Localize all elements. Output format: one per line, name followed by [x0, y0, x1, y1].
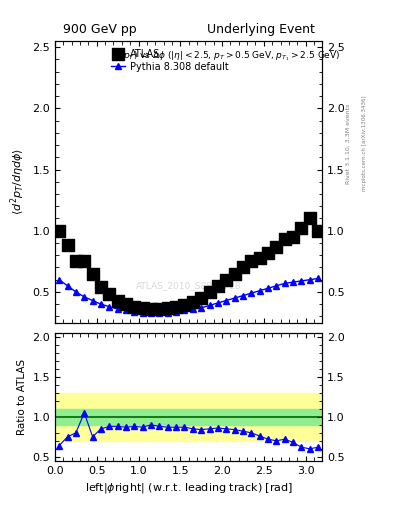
Pythia 8.308 default [132, 308, 137, 314]
Text: $\Sigma(p_T)$ vs $\Delta\phi$ ($|\eta| < 2.5$, $p_T > 0.5$ GeV, $p_{T_1} > 2.5$ : $\Sigma(p_T)$ vs $\Delta\phi$ ($|\eta| <… [114, 50, 340, 63]
Pythia 8.308 default [291, 279, 296, 285]
Pythia 8.308 default [140, 310, 145, 316]
ATLAS [198, 294, 204, 302]
ATLAS [248, 257, 254, 265]
ATLAS [240, 263, 246, 271]
Legend: ATLAS, Pythia 8.308 default: ATLAS, Pythia 8.308 default [108, 46, 232, 75]
Pythia 8.308 default [165, 310, 170, 316]
Pythia 8.308 default [157, 310, 162, 316]
Line: Pythia 8.308 default: Pythia 8.308 default [56, 275, 321, 316]
Y-axis label: $\langle d^2 p_T / d\eta d\phi \rangle$: $\langle d^2 p_T / d\eta d\phi \rangle$ [8, 148, 27, 216]
Bar [55, 409, 322, 425]
ATLAS [56, 227, 62, 235]
Pythia 8.308 default [73, 289, 78, 295]
Pythia 8.308 default [215, 300, 220, 306]
ATLAS [281, 235, 288, 243]
Pythia 8.308 default [299, 278, 304, 284]
Pythia 8.308 default [199, 305, 204, 311]
Text: 900 GeV pp: 900 GeV pp [63, 23, 136, 36]
ATLAS [73, 257, 79, 265]
Pythia 8.308 default [241, 292, 245, 298]
Bar [55, 393, 322, 441]
ATLAS [98, 283, 104, 291]
Pythia 8.308 default [307, 276, 312, 283]
Pythia 8.308 default [257, 288, 262, 294]
Pythia 8.308 default [182, 307, 187, 313]
Text: ATLAS_2010_S8894728: ATLAS_2010_S8894728 [136, 282, 241, 290]
ATLAS [257, 253, 263, 262]
Pythia 8.308 default [124, 307, 129, 313]
ATLAS [273, 243, 279, 251]
Text: mcplots.cern.ch [arXiv:1306.3436]: mcplots.cern.ch [arXiv:1306.3436] [362, 96, 367, 191]
Pythia 8.308 default [266, 285, 270, 291]
ATLAS [165, 304, 171, 312]
Pythia 8.308 default [316, 275, 320, 282]
ATLAS [140, 304, 146, 312]
ATLAS [265, 249, 271, 257]
Pythia 8.308 default [115, 306, 120, 312]
Pythia 8.308 default [207, 303, 212, 309]
ATLAS [173, 303, 179, 311]
Pythia 8.308 default [249, 290, 253, 296]
Pythia 8.308 default [274, 283, 279, 289]
Pythia 8.308 default [107, 304, 112, 310]
Pythia 8.308 default [82, 294, 86, 300]
ATLAS [156, 305, 163, 313]
Pythia 8.308 default [174, 308, 178, 314]
Text: Underlying Event: Underlying Event [207, 23, 314, 36]
ATLAS [215, 282, 221, 290]
X-axis label: left|$\phi$right| (w.r.t. leading track) [rad]: left|$\phi$right| (w.r.t. leading track)… [84, 481, 293, 495]
ATLAS [206, 288, 213, 296]
Pythia 8.308 default [232, 295, 237, 301]
Pythia 8.308 default [90, 297, 95, 304]
Pythia 8.308 default [65, 283, 70, 289]
ATLAS [181, 302, 187, 310]
Pythia 8.308 default [224, 297, 229, 304]
ATLAS [148, 305, 154, 313]
ATLAS [298, 224, 305, 232]
ATLAS [315, 227, 321, 235]
ATLAS [64, 241, 71, 249]
ATLAS [90, 269, 96, 278]
ATLAS [307, 215, 313, 223]
ATLAS [123, 300, 129, 308]
Y-axis label: Ratio to ATLAS: Ratio to ATLAS [17, 359, 27, 435]
Pythia 8.308 default [191, 306, 195, 312]
Text: Rivet 3.1.10, 3.3M events: Rivet 3.1.10, 3.3M events [346, 103, 351, 183]
ATLAS [231, 269, 238, 278]
ATLAS [131, 303, 138, 311]
ATLAS [81, 257, 87, 265]
ATLAS [223, 275, 230, 284]
Pythia 8.308 default [57, 276, 62, 283]
ATLAS [190, 297, 196, 306]
Pythia 8.308 default [99, 301, 103, 307]
ATLAS [114, 296, 121, 305]
Pythia 8.308 default [149, 310, 153, 316]
Pythia 8.308 default [282, 280, 287, 286]
ATLAS [290, 233, 296, 241]
ATLAS [106, 290, 112, 298]
